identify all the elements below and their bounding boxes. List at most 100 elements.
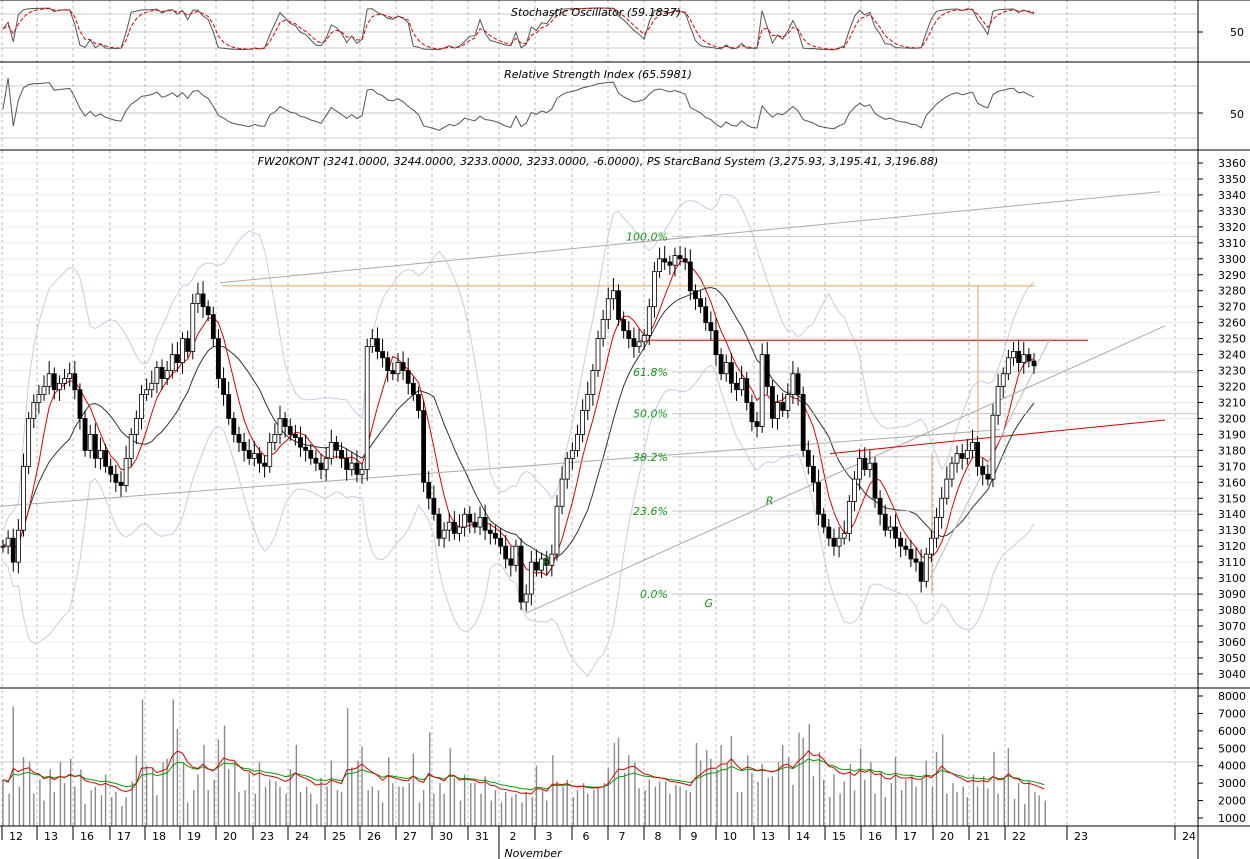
candle-body <box>770 386 775 419</box>
volume-tick-label: 4000 <box>1218 760 1246 773</box>
red-trendline <box>829 419 1166 455</box>
x-tick-label: 25 <box>332 830 346 843</box>
price-tick-label: 3070 <box>1218 620 1246 633</box>
candle-body <box>554 505 560 555</box>
x-tick-label: 13 <box>761 830 775 843</box>
candle-body <box>487 529 493 534</box>
stochastic-d-line <box>2 7 1035 50</box>
x-tick-label: 20 <box>940 830 954 843</box>
candle-body <box>764 354 770 387</box>
candle-body <box>872 462 878 499</box>
candle-body <box>375 338 380 352</box>
x-tick-label: 22 <box>1012 830 1026 843</box>
candle-body <box>990 414 996 480</box>
candle-body <box>626 330 632 340</box>
price-tick-label: 3140 <box>1218 508 1246 521</box>
candle-body <box>934 517 939 539</box>
candle-body <box>467 513 473 523</box>
candle-body <box>231 418 237 435</box>
candle-body <box>441 529 447 539</box>
candle-body <box>641 335 647 343</box>
price-tick-label: 3290 <box>1218 269 1246 282</box>
candle-body <box>790 373 796 395</box>
candle-body <box>57 382 62 391</box>
volume-panel <box>2 699 1046 826</box>
candle-body <box>0 545 6 548</box>
price-tick-label: 3220 <box>1218 381 1246 394</box>
price-tick-label: 3200 <box>1218 412 1246 425</box>
candle-body <box>795 373 801 395</box>
price-tick-label: 3040 <box>1218 668 1246 681</box>
fib-level-label: 23.6% <box>633 505 668 518</box>
candle-body <box>82 418 88 451</box>
candle-body <box>395 362 401 375</box>
candle-body <box>26 418 32 467</box>
candle-body <box>949 462 955 480</box>
candle-body <box>446 521 452 531</box>
candle-body <box>508 558 514 566</box>
candle-body <box>657 258 662 272</box>
candle-body <box>631 338 637 348</box>
candle-body <box>154 366 160 384</box>
x-tick-label: 18 <box>152 830 166 843</box>
x-tick-label: 7 <box>619 830 626 843</box>
price-tick-label: 3060 <box>1218 636 1246 649</box>
candle-body <box>328 441 334 459</box>
candle-body <box>226 394 232 419</box>
candle-body <box>821 513 827 528</box>
candle-body <box>472 521 478 528</box>
candle-body <box>841 533 847 539</box>
candle-body <box>1021 354 1027 363</box>
candle-body <box>103 449 108 467</box>
candle-body <box>898 537 904 547</box>
x-tick-label: 9 <box>691 830 698 843</box>
candle-body <box>405 370 411 384</box>
candle-body <box>318 462 324 470</box>
price-tick-label: 3270 <box>1218 301 1246 314</box>
x-tick-label: 3 <box>546 830 553 843</box>
candle-body <box>913 558 919 563</box>
x-tick-label: 31 <box>475 830 489 843</box>
candle-body <box>857 457 863 480</box>
candle-body <box>287 426 293 435</box>
candle-body <box>585 394 591 411</box>
candle-body <box>344 457 350 470</box>
price-tick-label: 3180 <box>1218 444 1246 457</box>
candle-body <box>646 306 652 336</box>
candle-body <box>144 389 150 395</box>
grid-lines <box>0 0 1198 826</box>
candle-body <box>31 402 37 419</box>
x-tick-label: 20 <box>223 830 237 843</box>
candle-body <box>421 410 427 483</box>
x-tick-label: 24 <box>295 830 309 843</box>
candle-body <box>87 434 93 451</box>
candle-body <box>380 350 385 359</box>
volume-tick-label: 7000 <box>1218 707 1246 720</box>
stochastic-k-line <box>2 7 1035 51</box>
candle-body <box>734 382 739 391</box>
candle-body <box>282 418 288 427</box>
price-tick-label: 3090 <box>1218 588 1246 601</box>
candle-body <box>164 370 170 379</box>
volume-tick-label: 1000 <box>1218 812 1246 825</box>
x-tick-label: 21 <box>976 830 990 843</box>
fib-level-label: 50.0% <box>633 408 668 421</box>
candle-body <box>811 465 816 483</box>
candle-body <box>970 441 975 451</box>
rsi-tick-label: 50 <box>1230 108 1244 121</box>
fib-level-label: 0.0% <box>640 588 668 601</box>
price-tick-label: 3260 <box>1218 317 1246 330</box>
candle-body <box>882 513 888 531</box>
candle-body <box>652 271 657 308</box>
fib-level-label: 100.0% <box>626 230 668 243</box>
lower-band <box>2 364 1035 678</box>
fib-level-label: 38.2% <box>633 451 668 464</box>
candle-body <box>590 370 596 395</box>
candle-body <box>744 378 750 403</box>
price-tick-label: 3350 <box>1218 173 1246 186</box>
candle-body <box>139 394 144 419</box>
x-tick-label: 23 <box>260 830 274 843</box>
candle-body <box>67 373 73 379</box>
price-tick-label: 3240 <box>1218 349 1246 362</box>
candle-body <box>513 545 519 566</box>
